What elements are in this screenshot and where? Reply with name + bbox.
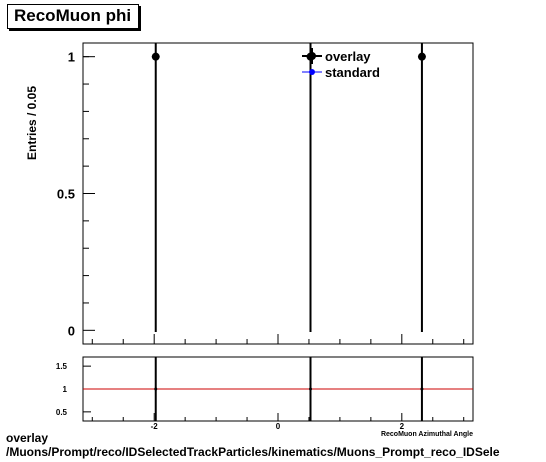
ratio-data-point bbox=[309, 387, 312, 391]
overlay-data-point bbox=[417, 52, 426, 61]
overlay-data-point bbox=[151, 52, 160, 61]
legend-overlay-label: overlay bbox=[325, 49, 371, 64]
y-tick-label: 0 bbox=[68, 323, 75, 338]
main-plot-frame bbox=[82, 42, 474, 345]
chart-title: RecoMuon phi bbox=[7, 4, 140, 29]
ratio-x-tick-label: 2 bbox=[400, 422, 405, 431]
footer-label: overlay bbox=[6, 431, 49, 445]
legend-overlay-marker bbox=[308, 52, 316, 60]
ratio-y-tick-label: 1.5 bbox=[56, 362, 68, 371]
footer-path: /Muons/Prompt/reco/IDSelectedTrackPartic… bbox=[6, 445, 500, 459]
ratio-data-point bbox=[420, 387, 424, 391]
ratio-x-tick-label: 0 bbox=[276, 422, 281, 431]
x-axis-title: RecoMuon Azimuthal Angle bbox=[381, 431, 473, 438]
ratio-x-tick-label: -2 bbox=[151, 422, 159, 431]
y-tick-label: 1 bbox=[68, 50, 75, 65]
legend-standard-label: standard bbox=[325, 65, 380, 80]
ratio-y-tick-label: 0.5 bbox=[56, 408, 68, 417]
y-tick-label: 0.5 bbox=[57, 187, 75, 202]
ratio-data-point bbox=[154, 387, 158, 391]
y-axis-title: Entries / 0.05 bbox=[25, 86, 39, 160]
legend-standard-marker bbox=[309, 69, 315, 75]
ratio-y-tick-label: 1 bbox=[63, 385, 68, 394]
